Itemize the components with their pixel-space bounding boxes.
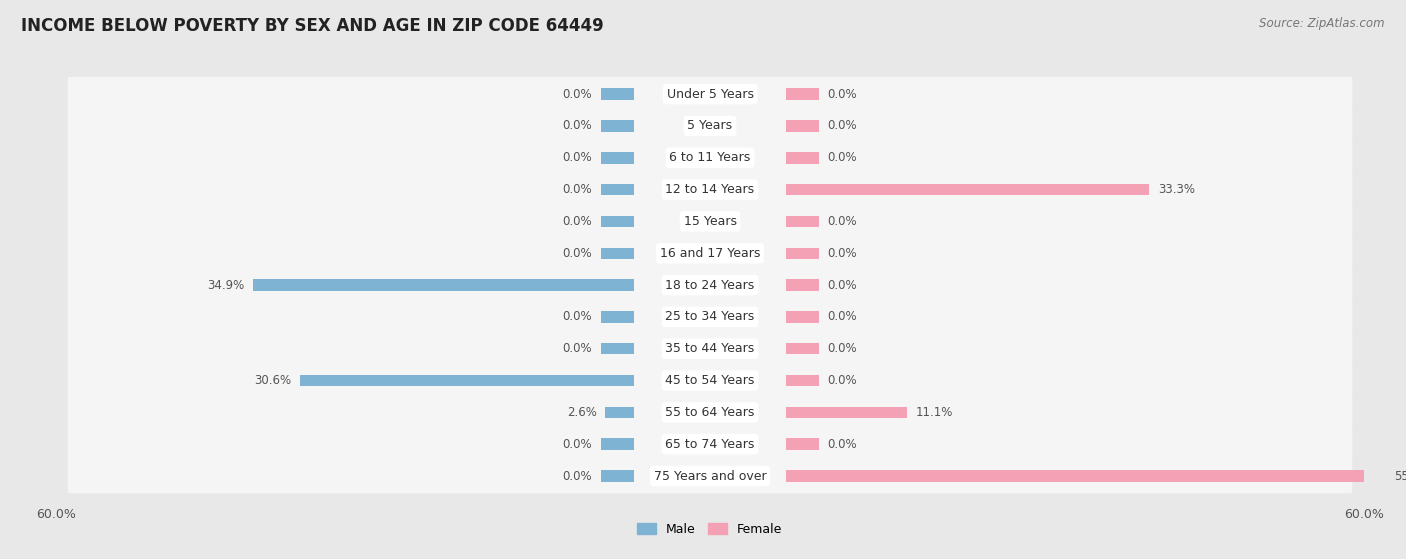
- FancyBboxPatch shape: [67, 459, 1353, 493]
- Bar: [602, 470, 634, 482]
- Text: 34.9%: 34.9%: [208, 278, 245, 292]
- Text: 30.6%: 30.6%: [254, 374, 291, 387]
- Bar: [606, 406, 634, 418]
- Legend: Male, Female: Male, Female: [637, 523, 783, 536]
- Text: 0.0%: 0.0%: [562, 120, 592, 132]
- Text: 0.0%: 0.0%: [562, 88, 592, 101]
- Text: Under 5 Years: Under 5 Years: [666, 88, 754, 101]
- Bar: [786, 470, 1385, 482]
- FancyBboxPatch shape: [67, 141, 1353, 175]
- Text: 0.0%: 0.0%: [828, 374, 858, 387]
- FancyBboxPatch shape: [67, 109, 1353, 143]
- Bar: [602, 88, 634, 100]
- Text: 65 to 74 Years: 65 to 74 Years: [665, 438, 755, 451]
- Text: 0.0%: 0.0%: [562, 438, 592, 451]
- Bar: [786, 438, 818, 450]
- Bar: [301, 375, 634, 386]
- Text: 0.0%: 0.0%: [828, 215, 858, 228]
- Text: 0.0%: 0.0%: [562, 215, 592, 228]
- Bar: [602, 248, 634, 259]
- Text: 18 to 24 Years: 18 to 24 Years: [665, 278, 755, 292]
- Text: 0.0%: 0.0%: [562, 151, 592, 164]
- Text: 55 to 64 Years: 55 to 64 Years: [665, 406, 755, 419]
- Bar: [786, 120, 818, 132]
- FancyBboxPatch shape: [67, 331, 1353, 366]
- Text: 0.0%: 0.0%: [828, 120, 858, 132]
- Text: 0.0%: 0.0%: [828, 88, 858, 101]
- Bar: [602, 184, 634, 195]
- Text: 0.0%: 0.0%: [562, 183, 592, 196]
- Text: 5 Years: 5 Years: [688, 120, 733, 132]
- Text: 45 to 54 Years: 45 to 54 Years: [665, 374, 755, 387]
- Text: INCOME BELOW POVERTY BY SEX AND AGE IN ZIP CODE 64449: INCOME BELOW POVERTY BY SEX AND AGE IN Z…: [21, 17, 603, 35]
- Bar: [253, 280, 634, 291]
- Text: 33.3%: 33.3%: [1159, 183, 1195, 196]
- Bar: [786, 216, 818, 227]
- Bar: [602, 343, 634, 354]
- FancyBboxPatch shape: [67, 204, 1353, 239]
- Text: 0.0%: 0.0%: [828, 151, 858, 164]
- Bar: [786, 88, 818, 100]
- Bar: [786, 406, 907, 418]
- Text: 11.1%: 11.1%: [915, 406, 953, 419]
- Text: 0.0%: 0.0%: [828, 247, 858, 260]
- FancyBboxPatch shape: [67, 172, 1353, 207]
- Text: 12 to 14 Years: 12 to 14 Years: [665, 183, 755, 196]
- Text: 0.0%: 0.0%: [562, 470, 592, 482]
- FancyBboxPatch shape: [67, 268, 1353, 302]
- Text: 0.0%: 0.0%: [562, 247, 592, 260]
- Text: 75 Years and over: 75 Years and over: [654, 470, 766, 482]
- Bar: [786, 184, 1149, 195]
- Text: 0.0%: 0.0%: [828, 310, 858, 324]
- FancyBboxPatch shape: [67, 300, 1353, 334]
- FancyBboxPatch shape: [67, 395, 1353, 429]
- Text: 0.0%: 0.0%: [828, 278, 858, 292]
- Bar: [786, 280, 818, 291]
- Bar: [786, 248, 818, 259]
- Bar: [602, 152, 634, 164]
- Text: 0.0%: 0.0%: [828, 342, 858, 355]
- Text: 6 to 11 Years: 6 to 11 Years: [669, 151, 751, 164]
- FancyBboxPatch shape: [67, 427, 1353, 461]
- Text: 15 Years: 15 Years: [683, 215, 737, 228]
- Bar: [786, 375, 818, 386]
- Bar: [602, 311, 634, 323]
- Bar: [786, 343, 818, 354]
- FancyBboxPatch shape: [67, 77, 1353, 111]
- Bar: [786, 311, 818, 323]
- Text: 0.0%: 0.0%: [562, 342, 592, 355]
- Text: 35 to 44 Years: 35 to 44 Years: [665, 342, 755, 355]
- Text: 2.6%: 2.6%: [567, 406, 596, 419]
- Text: 0.0%: 0.0%: [562, 310, 592, 324]
- FancyBboxPatch shape: [67, 236, 1353, 271]
- Bar: [602, 216, 634, 227]
- Bar: [786, 152, 818, 164]
- Text: Source: ZipAtlas.com: Source: ZipAtlas.com: [1260, 17, 1385, 30]
- Text: 55.0%: 55.0%: [1395, 470, 1406, 482]
- Text: 25 to 34 Years: 25 to 34 Years: [665, 310, 755, 324]
- FancyBboxPatch shape: [67, 363, 1353, 398]
- Bar: [602, 120, 634, 132]
- Text: 0.0%: 0.0%: [828, 438, 858, 451]
- Text: 16 and 17 Years: 16 and 17 Years: [659, 247, 761, 260]
- Bar: [602, 438, 634, 450]
